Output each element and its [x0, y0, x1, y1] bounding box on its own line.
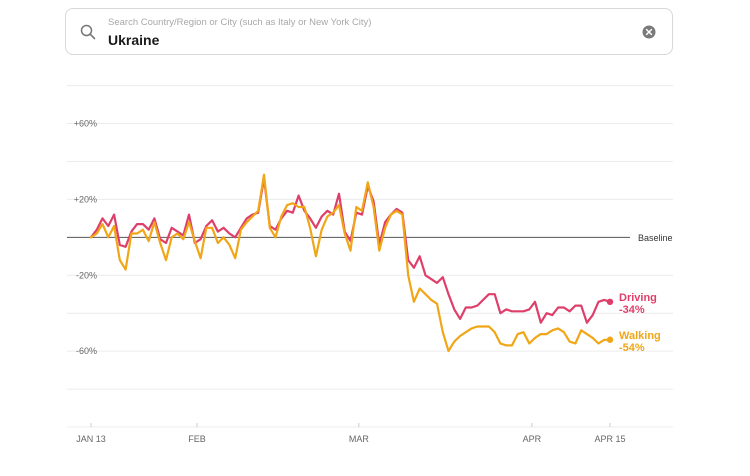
y-tick-label: -60% [76, 346, 97, 356]
x-tick-label: MAR [349, 434, 370, 444]
clear-search-icon[interactable] [642, 25, 656, 39]
series-lines [89, 173, 614, 353]
y-axis-ticks: +60% +20% -20% -60% [74, 119, 97, 357]
grid-lines [67, 85, 673, 428]
x-tick-label: APR 15 [594, 434, 625, 444]
walking-line [89, 173, 612, 353]
x-tick-label: FEB [188, 434, 206, 444]
driving-label: Driving [619, 292, 657, 304]
search-icon [80, 24, 96, 40]
baseline-label: Baseline [638, 233, 673, 243]
y-tick-label: -20% [76, 270, 97, 280]
search-box[interactable]: Search Country/Region or City (such as I… [65, 8, 673, 55]
driving-value-label: -34% [619, 304, 645, 316]
walking-label: Walking [619, 330, 661, 342]
driving-line [89, 177, 612, 324]
search-input[interactable] [108, 32, 588, 48]
driving-end-point [606, 298, 614, 306]
walking-end-point [606, 336, 614, 343]
walking-value-label: -54% [619, 342, 645, 354]
x-axis-ticks: JAN 13 FEB MAR APR APR 15 [76, 423, 626, 444]
x-tick-label: JAN 13 [76, 434, 106, 444]
y-tick-label: +60% [74, 119, 97, 129]
series-labels: Driving-34% Walking-54% [619, 292, 661, 354]
y-tick-label: +20% [74, 194, 97, 204]
x-tick-label: APR [523, 434, 542, 444]
search-placeholder: Search Country/Region or City (such as I… [108, 17, 372, 28]
